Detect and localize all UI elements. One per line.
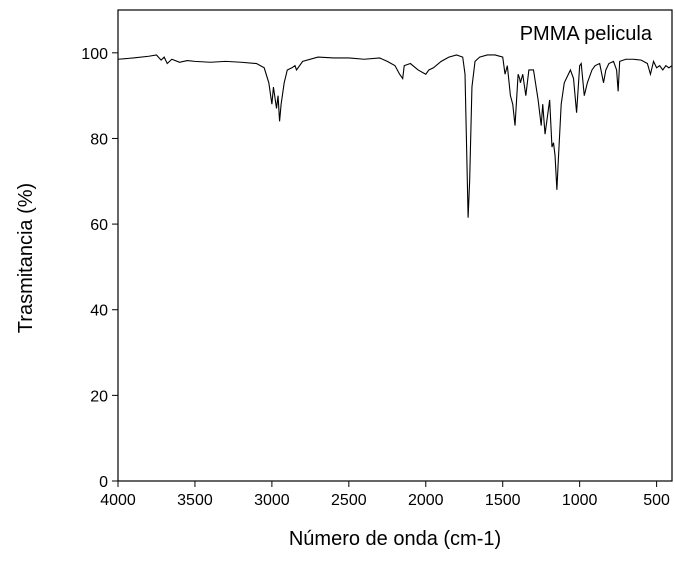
plot-frame [117, 9, 673, 482]
x-tick-label: 3500 [177, 492, 213, 509]
x-axis-label: Número de onda (cm-1) [289, 528, 501, 550]
y-tick-label: 40 [90, 303, 108, 320]
x-tick-label: 2500 [331, 492, 367, 509]
y-tick-label: 60 [90, 217, 108, 234]
y-tick-label: 20 [90, 388, 108, 405]
y-tick-label: 0 [99, 474, 108, 491]
y-tick-label: 80 [90, 131, 108, 148]
x-tick-label: 1000 [562, 492, 598, 509]
x-tick-label: 500 [643, 492, 670, 509]
spectrum-line [117, 54, 673, 218]
x-tick-label: 2000 [408, 492, 444, 509]
x-tick-label: 1500 [485, 492, 521, 509]
x-tick-label: 4000 [100, 492, 136, 509]
y-tick-label: 100 [81, 46, 108, 63]
y-axis-label: Trasmitancia (%) [15, 183, 37, 333]
x-tick-label: 3000 [254, 492, 290, 509]
chart-title: PMMA pelicula [520, 23, 653, 45]
